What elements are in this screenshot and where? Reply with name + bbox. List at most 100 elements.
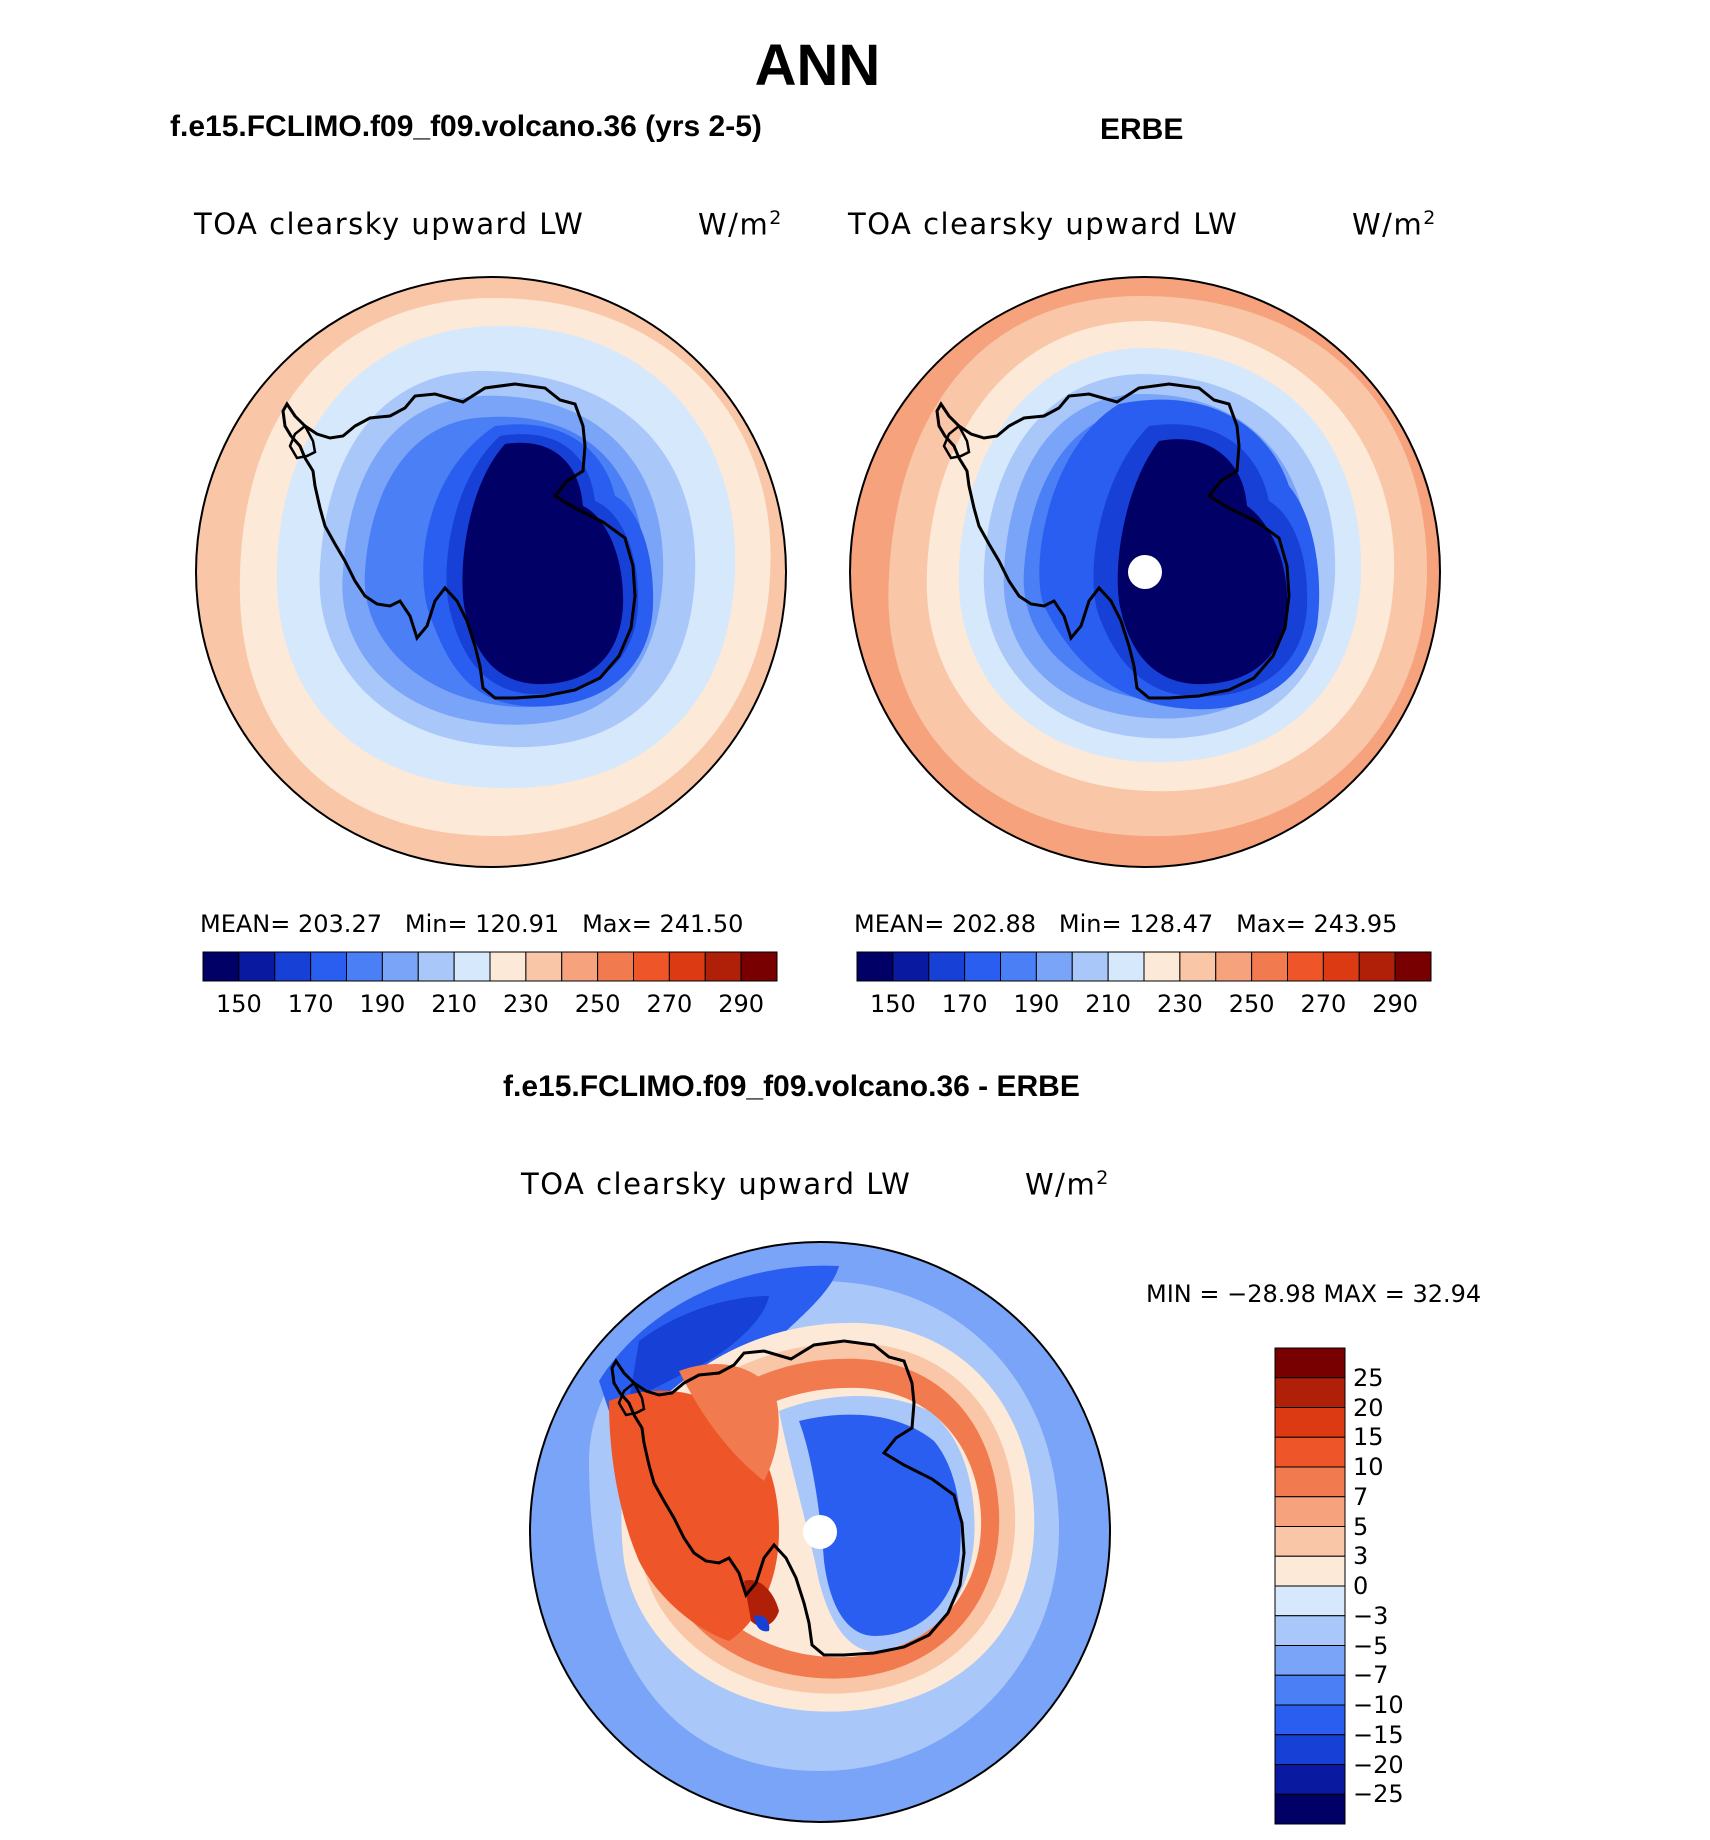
model-variable-label: TOA clearsky upward LW [194, 207, 585, 241]
diff-colorbar-box [1274, 1674, 1346, 1706]
obs-colorbar-tick-label: 150 [869, 990, 916, 1018]
diff-colorbar-tick-label: −3 [1353, 1601, 1389, 1630]
model-map [195, 276, 787, 868]
obs-colorbar-box [1000, 951, 1037, 982]
model-colorbar-tick-label: 210 [431, 990, 478, 1018]
diff-coastline [610, 1339, 966, 1657]
diff-colorbar-tick-label: 15 [1353, 1423, 1384, 1452]
obs-colorbar-ticks: 150 170 190 210 230 250 270 290 [857, 990, 1431, 1020]
diff-colorbar-tick-label: −20 [1353, 1750, 1404, 1779]
model-colorbar-box [597, 951, 634, 982]
diff-colorbar-box [1274, 1496, 1346, 1527]
obs-colorbar-box [1287, 951, 1324, 982]
diff-colorbar-tick-label: −7 [1353, 1661, 1389, 1690]
diff-pole-hole [803, 1515, 837, 1549]
obs-colorbar-box [1322, 951, 1360, 982]
obs-colorbar-tick-label: 190 [1013, 990, 1060, 1018]
diff-band-top-dark [629, 1296, 769, 1401]
model-colorbar-box [633, 951, 670, 982]
model-colorbar-tick-label: 250 [574, 990, 621, 1018]
model-colorbar-box [453, 951, 491, 982]
obs-coastline [935, 382, 1291, 700]
diff-map-border [529, 1241, 1111, 1823]
diff-colorbar-tick-label: −15 [1353, 1720, 1404, 1749]
model-colorbar-tick-label: 170 [287, 990, 334, 1018]
diff-case-title: f.e15.FCLIMO.f09_f09.volcano.36 - ERBE [503, 1070, 1080, 1103]
obs-colorbar-box [1179, 951, 1217, 982]
diff-colorbar-box [1274, 1347, 1346, 1379]
diff-colorbar [1274, 1347, 1346, 1825]
obs-colorbar-box [928, 951, 966, 982]
obs-band-140 [1117, 439, 1288, 685]
model-units-label: W/m2 [698, 207, 783, 242]
model-case-title: f.e15.FCLIMO.f09_f09.volcano.36 (yrs 2-5… [170, 110, 762, 143]
diff-colorbar-tick-label: −5 [1353, 1631, 1389, 1660]
diff-band-blue-inner [799, 1414, 961, 1636]
obs-colorbar-tick-label: 250 [1228, 990, 1275, 1018]
model-map-border [195, 276, 787, 868]
diff-colorbar-box [1274, 1615, 1346, 1646]
diff-colorbar-box [1274, 1734, 1346, 1765]
diff-colorbar-tick-label: 20 [1353, 1393, 1384, 1422]
diff-colorbar-box [1274, 1466, 1346, 1498]
obs-colorbar-box [892, 951, 930, 982]
diff-peninsula [617, 1381, 646, 1417]
main-title: ANN [754, 33, 881, 98]
diff-colorbar-box [1274, 1526, 1346, 1557]
model-colorbar-tick-label: 190 [359, 990, 406, 1018]
diff-units-label: W/m2 [1025, 1167, 1110, 1202]
obs-colorbar-tick-label: 290 [1372, 990, 1419, 1018]
diff-variable-label: TOA clearsky upward LW [521, 1167, 912, 1201]
model-colorbar-tick-label: 270 [646, 990, 693, 1018]
diff-colorbar-box [1274, 1436, 1346, 1468]
diff-colorbar-ticks: 25 20 15 10 7 5 3 0 −3 −5 −7 −10 −15 −20 −25 [1345, 1348, 1465, 1824]
diff-minmax: MIN = −28.98 MAX = 32.94 [1146, 1280, 1482, 1308]
diff-colorbar-tick-label: 0 [1353, 1572, 1369, 1600]
obs-variable-label: TOA clearsky upward LW [848, 207, 1239, 241]
model-colorbar-box [417, 951, 455, 982]
model-colorbar-box [489, 951, 527, 982]
model-colorbar-ticks: 150 170 190 210 230 250 270 290 [203, 990, 777, 1020]
model-colorbar-box [561, 951, 599, 982]
diff-colorbar-box [1274, 1793, 1346, 1825]
model-colorbar-box [310, 951, 347, 982]
diff-colorbar-box [1274, 1407, 1346, 1438]
obs-colorbar-tick-label: 230 [1156, 990, 1203, 1018]
obs-stats: MEAN= 202.88 Min= 128.47 Max= 243.95 [854, 910, 1398, 938]
model-coastline [281, 382, 637, 700]
model-colorbar-box [668, 951, 706, 982]
diff-colorbar-box [1274, 1585, 1346, 1617]
obs-colorbar-tick-label: 170 [941, 990, 988, 1018]
model-colorbar-box [202, 951, 240, 982]
obs-colorbar-box [1358, 951, 1396, 982]
diff-colorbar-tick-label: 25 [1353, 1363, 1384, 1392]
obs-colorbar-box [964, 951, 1001, 982]
model-colorbar-box [274, 951, 312, 982]
obs-colorbar-box [1143, 951, 1181, 982]
model-colorbar-box [704, 951, 742, 982]
diff-colorbar-tick-label: −10 [1353, 1691, 1404, 1719]
model-colorbar [202, 951, 778, 982]
model-colorbar-tick-label: 290 [718, 990, 765, 1018]
obs-colorbar-box [856, 951, 894, 982]
model-colorbar-box [525, 951, 563, 982]
obs-colorbar-box [1035, 951, 1073, 982]
model-colorbar-box [238, 951, 276, 982]
obs-pole-hole [1128, 555, 1162, 589]
diff-colorbar-box [1274, 1377, 1346, 1408]
diff-colorbar-box [1274, 1645, 1346, 1676]
model-colorbar-box [740, 951, 778, 982]
obs-colorbar-box [1394, 951, 1432, 982]
diff-colorbar-box [1274, 1704, 1346, 1736]
diff-colorbar-tick-label: 3 [1353, 1542, 1369, 1571]
diff-colorbar-box [1274, 1555, 1346, 1587]
diff-colorbar-box [1274, 1764, 1346, 1795]
model-colorbar-tick-label: 230 [502, 990, 549, 1018]
model-colorbar-box [346, 951, 383, 982]
obs-map [849, 276, 1441, 868]
obs-colorbar [856, 951, 1432, 982]
obs-peninsula [942, 424, 971, 460]
model-stats: MEAN= 203.27 Min= 120.91 Max= 241.50 [200, 910, 744, 938]
obs-colorbar-box [1251, 951, 1288, 982]
diff-map [529, 1241, 1111, 1823]
